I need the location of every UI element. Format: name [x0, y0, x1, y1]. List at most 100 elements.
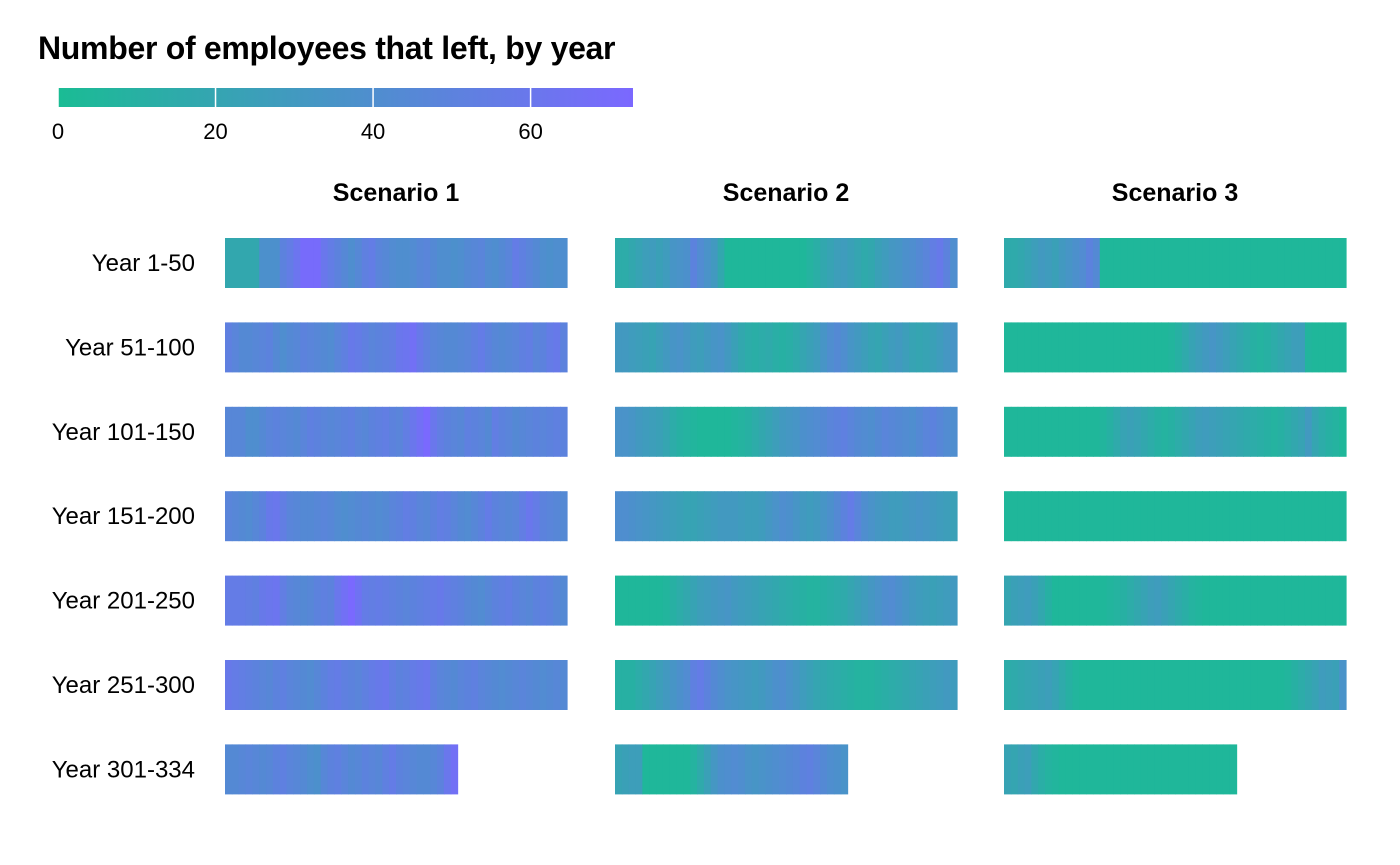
heatmap-cell: [902, 238, 910, 288]
heatmap-cell: [1147, 575, 1156, 626]
heatmap-cell: [895, 491, 903, 542]
heatmap-cell: [765, 238, 773, 288]
heatmap-cell: [546, 491, 554, 542]
heatmap-cell: [1154, 322, 1162, 373]
heatmap-cell: [751, 575, 760, 626]
heatmap-cell: [430, 491, 438, 542]
heatmap-cell: [888, 491, 897, 542]
heatmap-cell: [621, 575, 630, 626]
heatmap-cell: [881, 660, 890, 710]
heatmap-cell: [1010, 744, 1019, 795]
heatmap-cell: [300, 238, 308, 288]
heatmap-cell: [1318, 322, 1327, 373]
heatmap-cell: [450, 322, 459, 373]
heatmap-cell: [1304, 491, 1313, 542]
heatmap-cell: [1332, 660, 1340, 710]
heatmap-cell: [450, 744, 459, 795]
heatmap-cell: [833, 238, 842, 288]
heatmap-cell: [1024, 406, 1032, 457]
heatmap-cell: [252, 491, 260, 542]
heatmap-cell: [1229, 744, 1238, 795]
heatmap-cell: [792, 575, 801, 626]
heatmap-cell: [779, 660, 787, 710]
heatmap-cell: [799, 491, 808, 542]
heatmap-cell: [307, 238, 315, 288]
heatmap-cell: [416, 491, 424, 542]
heatmap-cell: [744, 660, 753, 710]
heatmap-cell: [799, 238, 808, 288]
heatmap-cell: [628, 322, 637, 373]
heatmap-cell: [409, 322, 418, 373]
heatmap-cell: [1161, 238, 1169, 288]
heatmap-cell: [751, 660, 760, 710]
heatmap-cell: [724, 660, 732, 710]
heatmap-cell: [1127, 238, 1135, 288]
row-label: Year 301-334: [52, 756, 195, 783]
heatmap-cell: [1154, 575, 1162, 626]
heatmap-cell: [546, 322, 554, 373]
heatmap-cell: [1229, 660, 1238, 710]
heatmap-cell: [649, 660, 657, 710]
heatmap-cell: [929, 660, 938, 710]
heatmap-cell: [1216, 322, 1224, 373]
heatmap-cell: [560, 322, 568, 373]
heatmap-cell: [498, 575, 507, 626]
heatmap-cell: [628, 744, 637, 795]
heatmap-cell: [635, 406, 643, 457]
heatmap-cell: [1202, 238, 1210, 288]
heatmap-cell: [252, 406, 260, 457]
heatmap-cell: [1216, 744, 1224, 795]
heatmap-cell: [245, 491, 253, 542]
row-label: Year 51-100: [65, 334, 195, 361]
heatmap-cell: [676, 406, 684, 457]
heatmap-cell: [231, 575, 240, 626]
heatmap-cell: [943, 238, 951, 288]
heatmap-cell: [1222, 322, 1231, 373]
heatmap-cell: [1045, 575, 1053, 626]
heatmap-cell: [1140, 238, 1149, 288]
row-label: Year 151-200: [52, 503, 195, 530]
heatmap-cell: [649, 744, 657, 795]
heatmap-cell: [799, 406, 808, 457]
heatmap-cell: [1222, 406, 1231, 457]
heatmap-cell: [1017, 322, 1026, 373]
heatmap-cell: [231, 744, 240, 795]
heatmap-cell: [375, 238, 383, 288]
heatmap-cell: [724, 406, 732, 457]
heatmap-cell: [313, 322, 322, 373]
heatmap-cell: [861, 238, 869, 288]
heatmap-cell: [1339, 660, 1347, 710]
heatmap-cell: [669, 322, 678, 373]
heatmap-cell: [621, 322, 630, 373]
heatmap-cell: [505, 238, 513, 288]
heatmap-cell: [450, 491, 459, 542]
heatmap-cell: [1161, 491, 1169, 542]
heatmap-cell: [786, 406, 794, 457]
heatmap-cell: [710, 238, 719, 288]
heatmap-cell: [1058, 744, 1067, 795]
heatmap-cell: [1229, 491, 1238, 542]
heatmap-cell: [1038, 575, 1046, 626]
heatmap-cell: [443, 744, 452, 795]
heatmap-cell: [833, 744, 842, 795]
chart-title: Number of employees that left, by year: [38, 30, 616, 66]
heatmap-cell: [868, 575, 876, 626]
heatmap-cell: [1045, 406, 1053, 457]
heatmap-cell: [1086, 744, 1094, 795]
heatmap-cell: [512, 322, 520, 373]
heatmap-cell: [361, 406, 370, 457]
heatmap-cell: [881, 491, 890, 542]
heatmap-cell: [1072, 660, 1080, 710]
heatmap-cell: [1270, 406, 1279, 457]
heatmap-cell: [779, 575, 787, 626]
scenario-panel: [1004, 238, 1347, 795]
heatmap-cell: [943, 660, 951, 710]
heatmap-cell: [717, 322, 726, 373]
heatmap-cell: [505, 406, 513, 457]
row-label: Year 101-150: [52, 419, 195, 446]
heatmap-cell: [443, 406, 452, 457]
row-label: Year 251-300: [52, 672, 195, 699]
heatmap-cell: [491, 322, 500, 373]
heatmap-cell: [1092, 238, 1101, 288]
heatmap-cell: [902, 406, 910, 457]
